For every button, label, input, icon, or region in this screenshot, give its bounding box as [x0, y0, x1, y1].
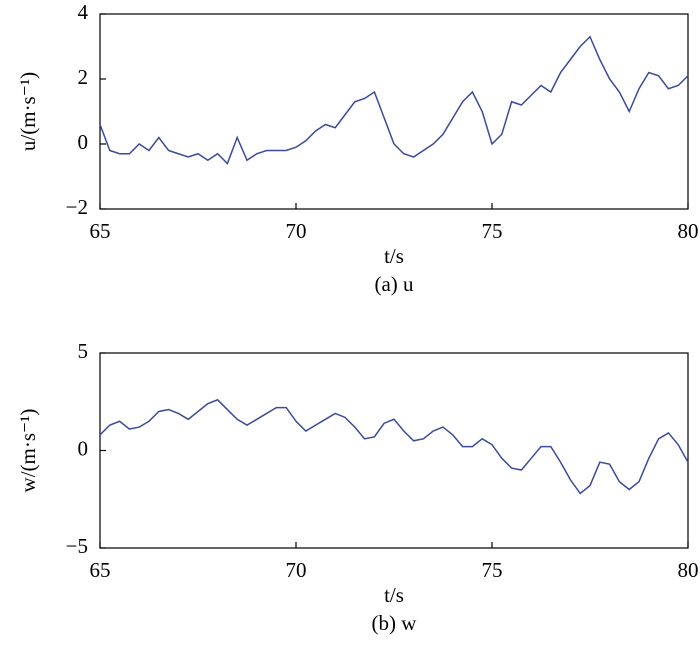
x-tick-label: 80: [678, 219, 699, 243]
y-tick-label: −2: [66, 195, 88, 219]
x-tick-label: 75: [482, 558, 503, 582]
y-tick-label: 4: [78, 0, 89, 24]
caption: (a) u: [374, 272, 414, 296]
y-tick-label: −5: [66, 534, 88, 558]
y-tick-label: 2: [78, 65, 89, 89]
y-tick-label: 5: [78, 339, 89, 363]
y-tick-label: 0: [78, 130, 89, 154]
x-axis-label: t/s: [384, 244, 404, 268]
x-tick-label: 65: [90, 558, 111, 582]
plot-frame: [99, 13, 689, 210]
x-tick-label: 80: [678, 558, 699, 582]
x-tick-label: 70: [286, 219, 307, 243]
x-tick-label: 75: [482, 219, 503, 243]
data-line: [99, 35, 689, 165]
data-line: [99, 398, 689, 495]
x-tick-label: 70: [286, 558, 307, 582]
y-tick-label: 0: [78, 436, 89, 460]
x-tick-label: 65: [90, 219, 111, 243]
caption: (b) w: [372, 611, 418, 635]
plot-frame: [99, 352, 689, 549]
y-axis-label: w/(m·s⁻¹): [16, 409, 40, 493]
y-axis-label: u/(m·s⁻¹): [16, 72, 40, 151]
x-axis-label: t/s: [384, 583, 404, 607]
